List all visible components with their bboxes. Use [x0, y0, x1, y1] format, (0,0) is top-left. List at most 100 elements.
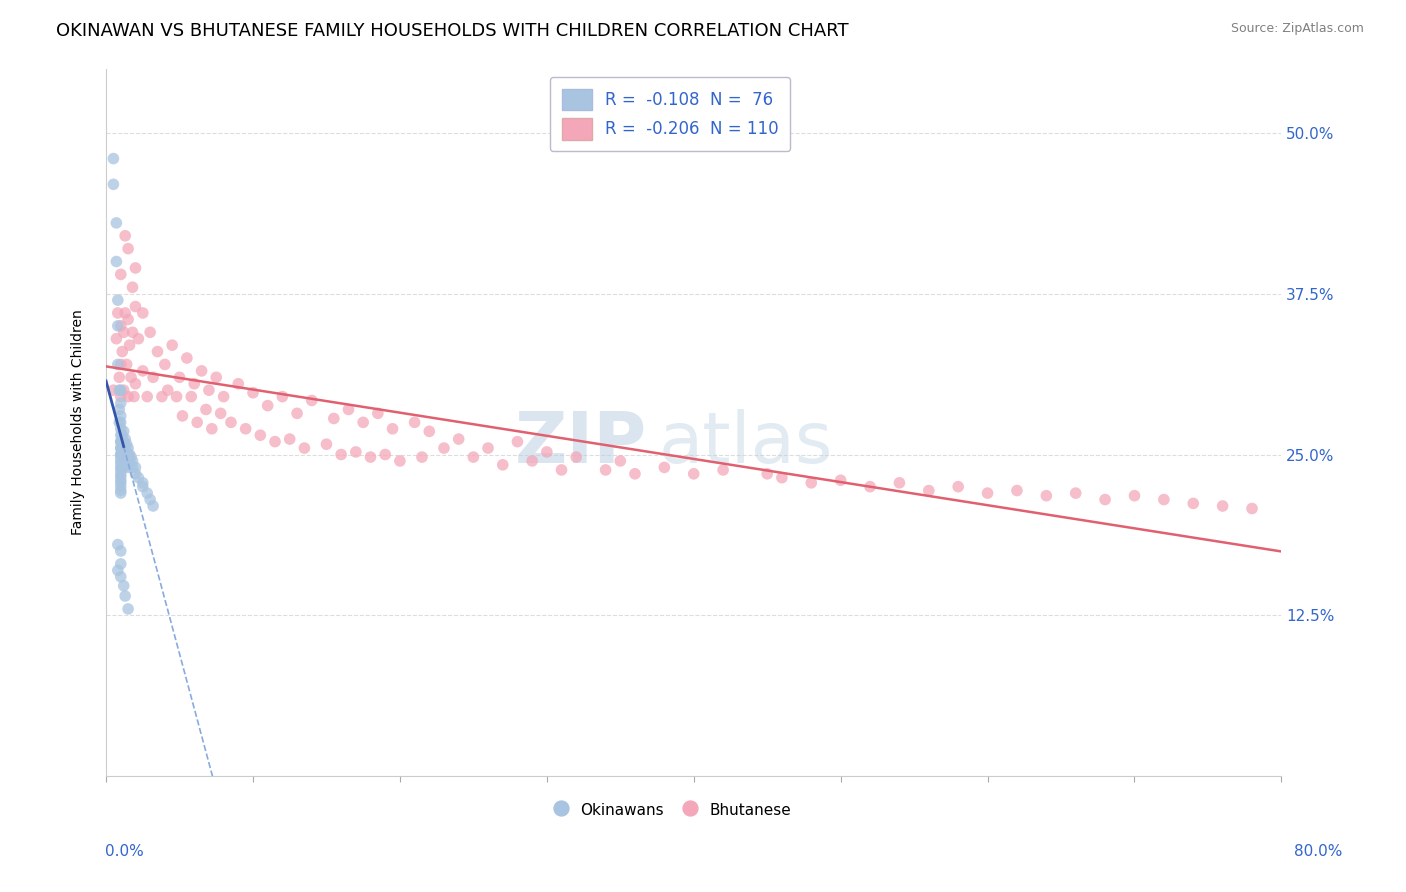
- Point: [506, 434, 529, 449]
- Point: [770, 471, 793, 485]
- Point: [132, 475, 155, 490]
- Point: [110, 570, 132, 584]
- Point: [118, 455, 141, 469]
- Point: [256, 399, 278, 413]
- Point: [194, 402, 217, 417]
- Point: [124, 460, 146, 475]
- Point: [127, 471, 149, 485]
- Point: [565, 450, 588, 464]
- Point: [374, 448, 396, 462]
- Point: [278, 432, 301, 446]
- Point: [117, 390, 139, 404]
- Point: [114, 589, 136, 603]
- Point: [103, 152, 125, 166]
- Point: [115, 437, 138, 451]
- Point: [117, 441, 139, 455]
- Point: [110, 409, 132, 423]
- Point: [520, 454, 543, 468]
- Point: [112, 425, 135, 439]
- Point: [249, 428, 271, 442]
- Point: [107, 318, 129, 333]
- Point: [118, 338, 141, 352]
- Point: [112, 460, 135, 475]
- Point: [1212, 499, 1234, 513]
- Point: [186, 415, 208, 429]
- Point: [114, 432, 136, 446]
- Point: [172, 409, 194, 423]
- Point: [337, 402, 360, 417]
- Point: [117, 242, 139, 256]
- Point: [139, 492, 162, 507]
- Point: [136, 390, 159, 404]
- Point: [114, 454, 136, 468]
- Point: [110, 486, 132, 500]
- Point: [201, 422, 224, 436]
- Point: [830, 473, 852, 487]
- Point: [117, 460, 139, 475]
- Point: [121, 454, 143, 468]
- Point: [264, 434, 287, 449]
- Point: [1094, 492, 1116, 507]
- Point: [121, 280, 143, 294]
- Point: [411, 450, 433, 464]
- Point: [418, 425, 440, 439]
- Point: [124, 300, 146, 314]
- Point: [1240, 501, 1263, 516]
- Point: [352, 415, 374, 429]
- Point: [447, 432, 470, 446]
- Point: [1064, 486, 1087, 500]
- Point: [110, 383, 132, 397]
- Point: [156, 383, 179, 397]
- Point: [103, 178, 125, 192]
- Point: [105, 216, 128, 230]
- Text: 0.0%: 0.0%: [105, 845, 145, 859]
- Point: [477, 441, 499, 455]
- Point: [360, 450, 382, 464]
- Point: [367, 406, 389, 420]
- Point: [117, 312, 139, 326]
- Point: [609, 454, 631, 468]
- Point: [110, 469, 132, 483]
- Point: [142, 499, 165, 513]
- Point: [110, 390, 132, 404]
- Point: [112, 441, 135, 455]
- Point: [110, 483, 132, 498]
- Point: [190, 364, 212, 378]
- Point: [121, 326, 143, 340]
- Point: [118, 448, 141, 462]
- Point: [110, 428, 132, 442]
- Point: [756, 467, 779, 481]
- Text: OKINAWAN VS BHUTANESE FAMILY HOUSEHOLDS WITH CHILDREN CORRELATION CHART: OKINAWAN VS BHUTANESE FAMILY HOUSEHOLDS …: [56, 22, 849, 40]
- Point: [976, 486, 998, 500]
- Point: [404, 415, 426, 429]
- Point: [132, 306, 155, 320]
- Point: [117, 448, 139, 462]
- Point: [120, 370, 142, 384]
- Point: [121, 460, 143, 475]
- Point: [180, 390, 202, 404]
- Point: [112, 454, 135, 468]
- Point: [112, 434, 135, 449]
- Point: [146, 344, 169, 359]
- Point: [322, 411, 344, 425]
- Point: [550, 463, 572, 477]
- Point: [800, 475, 823, 490]
- Point: [108, 370, 131, 384]
- Point: [110, 415, 132, 429]
- Point: [142, 370, 165, 384]
- Point: [110, 450, 132, 464]
- Point: [112, 579, 135, 593]
- Point: [107, 358, 129, 372]
- Point: [112, 383, 135, 397]
- Point: [433, 441, 456, 455]
- Text: Source: ZipAtlas.com: Source: ZipAtlas.com: [1230, 22, 1364, 36]
- Point: [111, 428, 134, 442]
- Point: [110, 480, 132, 494]
- Legend: Okinawans, Bhutanese: Okinawans, Bhutanese: [543, 794, 797, 825]
- Point: [388, 454, 411, 468]
- Point: [595, 463, 617, 477]
- Point: [108, 415, 131, 429]
- Point: [110, 268, 132, 282]
- Point: [114, 448, 136, 462]
- Point: [107, 306, 129, 320]
